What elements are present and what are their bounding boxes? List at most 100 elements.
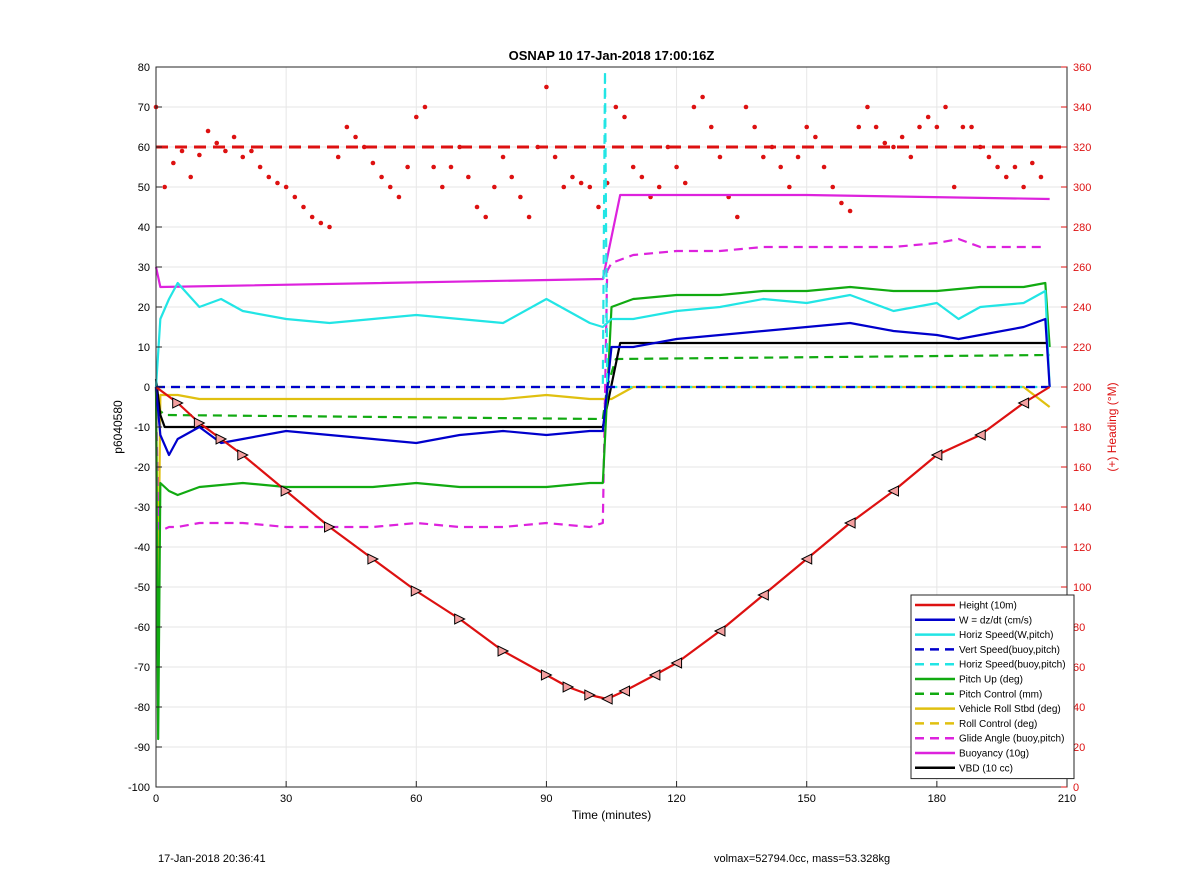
y2-axis-label: (+) Heading (°M) xyxy=(1105,382,1119,471)
legend-entry: Vert Speed(buoy,pitch) xyxy=(959,645,1060,656)
y2-tick-label: 300 xyxy=(1073,182,1091,194)
series-line xyxy=(156,69,1050,389)
heading-point xyxy=(275,180,280,186)
y-tick-label: 10 xyxy=(138,342,150,354)
heading-point xyxy=(674,164,679,170)
heading-point xyxy=(778,164,783,170)
heading-point xyxy=(335,154,341,160)
height-direction-marker xyxy=(454,613,466,625)
footer-timestamp: 17-Jan-2018 20:36:41 xyxy=(158,853,266,865)
heading-point xyxy=(249,148,254,154)
legend-entry: W = dz/dt (cm/s) xyxy=(959,615,1032,626)
heading-point xyxy=(943,104,948,110)
heading-point xyxy=(162,184,167,190)
heading-point xyxy=(266,174,272,180)
heading-point xyxy=(813,134,818,140)
y-tick-label: 80 xyxy=(138,62,150,74)
y2-tick-label: 160 xyxy=(1073,462,1091,474)
height-direction-marker xyxy=(215,433,228,445)
heading-point xyxy=(509,174,515,180)
y2-tick-label: 60 xyxy=(1073,662,1085,674)
heading-point xyxy=(535,144,541,150)
legend-entry: VBD (10 cc) xyxy=(959,763,1013,774)
y-tick-label: -70 xyxy=(134,662,150,674)
heading-point xyxy=(865,104,870,110)
series-line xyxy=(154,193,1050,289)
heading-point xyxy=(561,184,567,190)
heading-point xyxy=(743,104,749,110)
height-direction-marker xyxy=(887,485,899,497)
heading-point xyxy=(969,124,974,130)
heading-point xyxy=(769,144,775,150)
heading-point xyxy=(292,194,298,200)
heading-point xyxy=(839,200,844,206)
legend-entry: Roll Control (deg) xyxy=(959,719,1037,730)
y-tick-label: 20 xyxy=(138,302,150,314)
heading-point xyxy=(951,184,957,190)
y-tick-label: 60 xyxy=(138,142,150,154)
heading-point xyxy=(422,104,428,110)
heading-point xyxy=(925,114,931,120)
heading-point xyxy=(977,144,983,150)
heading-point xyxy=(500,154,506,160)
y-tick-label: -40 xyxy=(134,542,150,554)
heading-point xyxy=(995,164,1000,170)
heading-point xyxy=(934,124,940,130)
heading-point xyxy=(986,154,992,160)
heading-point xyxy=(344,124,350,130)
heading-point xyxy=(570,174,575,180)
heading-point xyxy=(899,134,905,140)
height-direction-marker xyxy=(410,585,423,597)
height-direction-marker xyxy=(237,449,249,461)
height-direction-marker xyxy=(1017,397,1030,409)
y-tick-label: 0 xyxy=(144,382,150,394)
heading-point xyxy=(639,174,645,180)
height-direction-marker xyxy=(757,589,769,601)
y2-tick-label: 200 xyxy=(1073,382,1091,394)
height-direction-marker xyxy=(930,449,943,461)
y-tick-label: -100 xyxy=(128,782,150,794)
x-tick-label: 90 xyxy=(540,793,552,805)
heading-point xyxy=(197,152,202,158)
heading-point xyxy=(856,124,862,130)
heading-point xyxy=(656,184,662,190)
heading-point xyxy=(708,124,714,130)
heading-point xyxy=(552,154,558,160)
y-tick-label: -90 xyxy=(134,742,150,754)
y2-tick-label: 180 xyxy=(1073,422,1091,434)
legend-entry: Glide Angle (buoy,pitch) xyxy=(959,734,1064,745)
y2-tick-label: 120 xyxy=(1073,542,1091,554)
heading-point xyxy=(1038,174,1044,180)
y2-tick-label: 340 xyxy=(1073,102,1091,114)
legend-entry: Pitch Control (mm) xyxy=(959,689,1042,700)
heading-point xyxy=(691,104,697,110)
heading-point xyxy=(440,184,445,190)
height-direction-marker xyxy=(618,685,631,697)
heading-point xyxy=(474,204,480,210)
y-tick-label: -30 xyxy=(134,502,150,514)
heading-point xyxy=(700,94,705,100)
heading-point xyxy=(830,184,836,190)
heading-point xyxy=(665,144,671,150)
heading-point xyxy=(717,154,723,160)
y-tick-label: 40 xyxy=(138,222,150,234)
heading-point xyxy=(1029,160,1035,166)
heading-point xyxy=(1012,164,1018,170)
heading-point xyxy=(596,204,601,210)
height-direction-marker xyxy=(172,397,184,409)
heading-point xyxy=(405,164,410,170)
x-axis-label: Time (minutes) xyxy=(572,808,652,822)
y2-tick-label: 140 xyxy=(1073,502,1091,514)
grid xyxy=(155,66,1068,788)
series-line xyxy=(154,281,1051,741)
height-direction-marker xyxy=(193,417,206,429)
height-direction-marker xyxy=(497,645,510,657)
x-tick-label: 210 xyxy=(1058,793,1076,805)
y2-tick-label: 280 xyxy=(1073,222,1091,234)
heading-point xyxy=(309,214,315,220)
y2-tick-label: 260 xyxy=(1073,262,1091,274)
height-direction-marker xyxy=(648,669,661,681)
height-direction-marker xyxy=(713,625,726,637)
y2-tick-label: 20 xyxy=(1073,742,1085,754)
